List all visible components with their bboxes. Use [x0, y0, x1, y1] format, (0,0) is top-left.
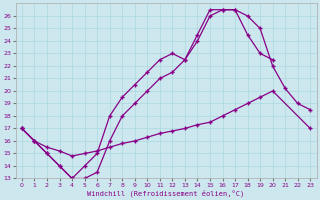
- X-axis label: Windchill (Refroidissement éolien,°C): Windchill (Refroidissement éolien,°C): [87, 189, 245, 197]
